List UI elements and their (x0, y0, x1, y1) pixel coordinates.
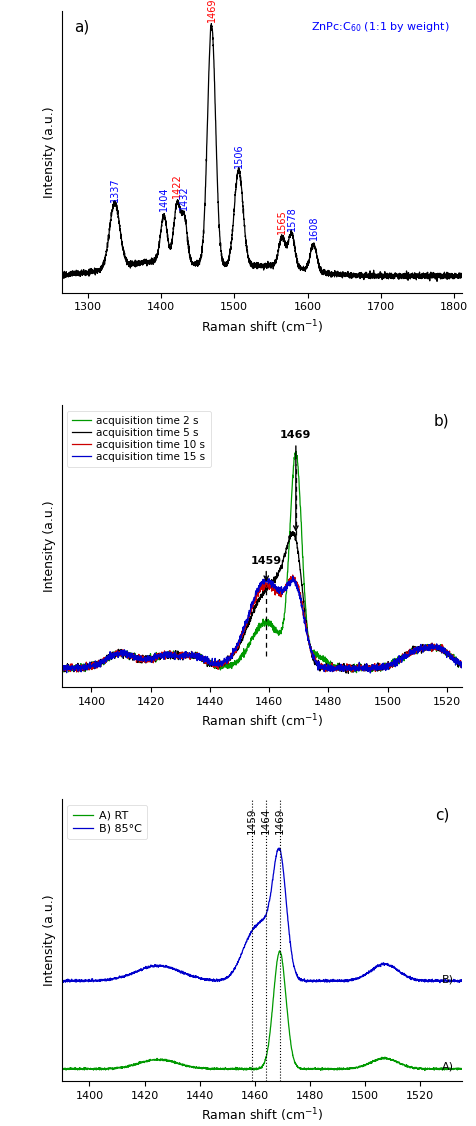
Text: 1459: 1459 (247, 807, 257, 834)
acquisition time 5 s (447, 650, 453, 663)
A) RT (447, 1062, 453, 1075)
Legend: A) RT, B) 85°C: A) RT, B) 85°C (68, 805, 147, 840)
Text: 1608: 1608 (308, 215, 318, 240)
Text: 1459: 1459 (251, 556, 282, 580)
acquisition time 5 s (447, 653, 453, 667)
B) 85°C (253, 919, 259, 932)
Text: 1506: 1506 (234, 143, 244, 168)
acquisition time 15 s (447, 647, 453, 661)
acquisition time 15 s (253, 587, 259, 600)
acquisition time 2 s (354, 665, 359, 679)
acquisition time 5 s (459, 658, 465, 671)
acquisition time 15 s (59, 662, 65, 676)
X-axis label: Raman shift (cm$^{-1}$): Raman shift (cm$^{-1}$) (200, 1106, 323, 1124)
acquisition time 15 s (243, 617, 248, 631)
acquisition time 10 s (290, 569, 296, 582)
Text: 1469: 1469 (280, 430, 312, 530)
acquisition time 15 s (459, 658, 465, 671)
acquisition time 2 s (79, 663, 85, 677)
Y-axis label: Intensity (a.u.): Intensity (a.u.) (43, 894, 56, 986)
B) 85°C (276, 841, 282, 855)
Text: 1337: 1337 (109, 178, 119, 203)
acquisition time 5 s (253, 598, 259, 611)
A) RT (277, 944, 283, 957)
Text: c): c) (436, 808, 450, 823)
acquisition time 2 s (59, 660, 65, 673)
Text: 1469: 1469 (275, 807, 285, 834)
Line: B) 85°C: B) 85°C (62, 848, 462, 983)
acquisition time 2 s (447, 650, 453, 663)
B) 85°C (447, 974, 453, 988)
acquisition time 5 s (243, 624, 248, 637)
acquisition time 2 s (447, 649, 453, 662)
acquisition time 15 s (374, 659, 380, 672)
acquisition time 5 s (79, 661, 85, 674)
Line: acquisition time 15 s: acquisition time 15 s (62, 577, 462, 673)
acquisition time 2 s (459, 658, 465, 671)
acquisition time 15 s (367, 667, 373, 680)
acquisition time 5 s (346, 667, 351, 680)
acquisition time 15 s (447, 652, 453, 665)
B) 85°C (459, 974, 465, 988)
B) 85°C (374, 959, 380, 973)
B) 85°C (437, 976, 443, 990)
acquisition time 10 s (349, 665, 355, 679)
acquisition time 10 s (243, 619, 248, 633)
B) 85°C (447, 974, 453, 988)
Text: 1464: 1464 (261, 807, 271, 834)
A) RT (59, 1062, 65, 1075)
Text: 1404: 1404 (159, 186, 169, 211)
Text: 1578: 1578 (287, 206, 297, 231)
Text: a): a) (74, 19, 89, 35)
A) RT (243, 1063, 248, 1076)
A) RT (459, 1062, 465, 1075)
acquisition time 10 s (447, 650, 453, 663)
acquisition time 15 s (290, 570, 296, 583)
acquisition time 10 s (253, 590, 259, 604)
X-axis label: Raman shift (cm$^{-1}$): Raman shift (cm$^{-1}$) (200, 318, 323, 336)
Text: B): B) (441, 974, 454, 984)
acquisition time 10 s (459, 655, 465, 669)
B) 85°C (243, 936, 248, 949)
Text: 1432: 1432 (179, 185, 189, 209)
A) RT (374, 1053, 380, 1066)
A) RT (447, 1063, 453, 1076)
acquisition time 15 s (79, 661, 85, 674)
acquisition time 10 s (374, 661, 380, 674)
Line: A) RT: A) RT (62, 950, 462, 1071)
A) RT (253, 1061, 259, 1074)
X-axis label: Raman shift (cm$^{-1}$): Raman shift (cm$^{-1}$) (200, 712, 323, 730)
acquisition time 2 s (293, 445, 299, 458)
acquisition time 5 s (59, 658, 65, 671)
Legend: acquisition time 2 s, acquisition time 5 s, acquisition time 10 s, acquisition t: acquisition time 2 s, acquisition time 5… (67, 411, 210, 467)
B) 85°C (79, 974, 85, 988)
Text: 1469: 1469 (207, 0, 217, 23)
A) RT (79, 1063, 85, 1076)
Text: ZnPc:C$_{60}$ (1:1 by weight): ZnPc:C$_{60}$ (1:1 by weight) (311, 19, 450, 34)
B) 85°C (59, 974, 65, 988)
acquisition time 2 s (374, 662, 380, 676)
acquisition time 5 s (290, 525, 296, 538)
acquisition time 2 s (253, 624, 259, 637)
Text: 1422: 1422 (172, 173, 182, 198)
acquisition time 10 s (447, 652, 453, 665)
Text: 1565: 1565 (277, 209, 287, 234)
Line: acquisition time 10 s: acquisition time 10 s (62, 575, 462, 672)
acquisition time 10 s (59, 660, 65, 673)
Y-axis label: Intensity (a.u.): Intensity (a.u.) (43, 500, 56, 592)
acquisition time 10 s (79, 659, 85, 672)
Line: acquisition time 5 s: acquisition time 5 s (62, 531, 462, 673)
acquisition time 2 s (243, 646, 248, 660)
Y-axis label: Intensity (a.u.): Intensity (a.u.) (43, 106, 56, 198)
Line: acquisition time 2 s: acquisition time 2 s (62, 452, 462, 672)
acquisition time 5 s (374, 659, 380, 672)
Text: b): b) (434, 414, 450, 429)
Text: A): A) (441, 1062, 454, 1072)
A) RT (422, 1064, 428, 1078)
